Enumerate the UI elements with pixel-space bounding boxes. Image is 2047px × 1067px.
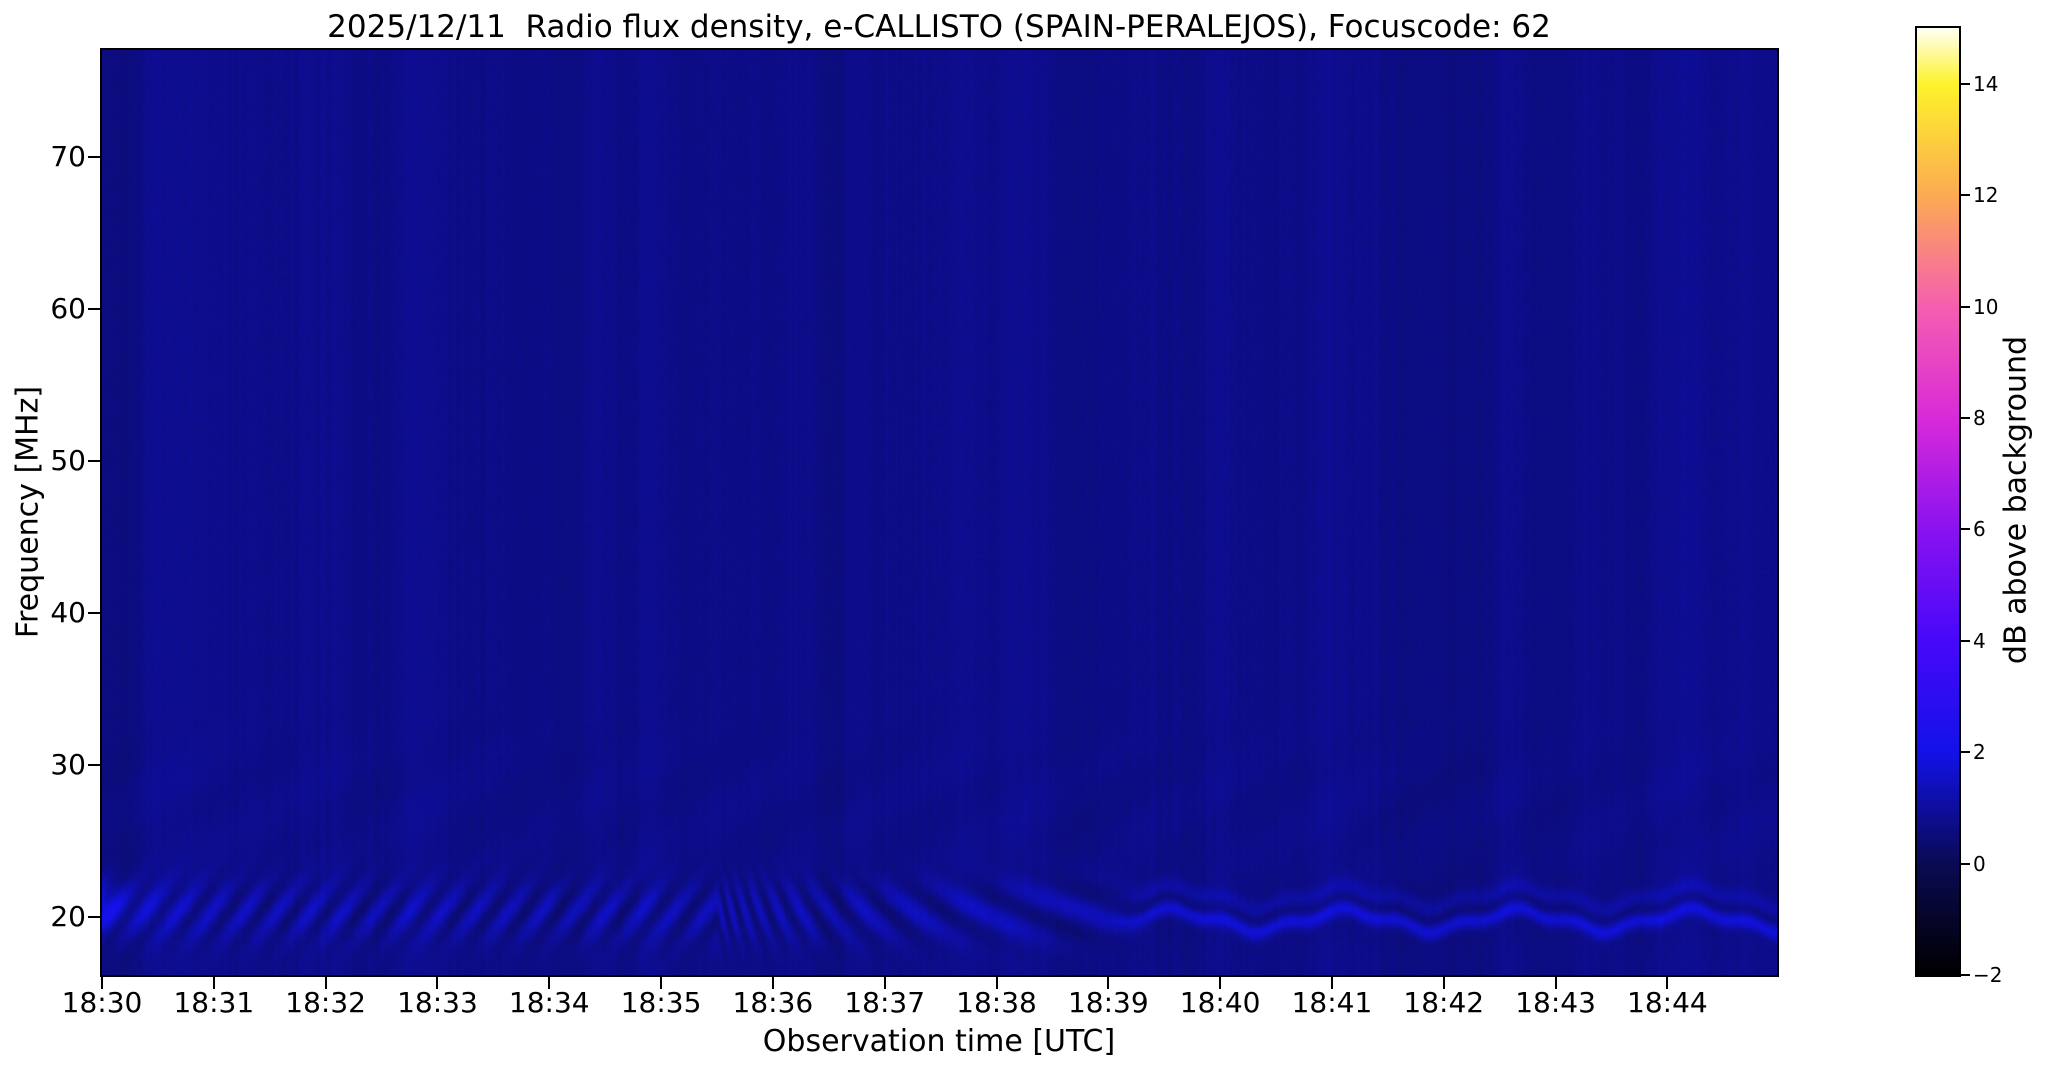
colorbar-tick-label: −2	[1973, 963, 2003, 987]
x-tick-mark	[324, 975, 327, 989]
x-tick-label: 18:40	[1179, 986, 1261, 1019]
x-tick-label: 18:39	[1067, 986, 1149, 1019]
x-tick-mark	[1330, 975, 1333, 989]
colorbar-tick-mark	[1959, 82, 1970, 85]
x-tick-label: 18:36	[732, 986, 814, 1019]
y-tick-mark	[88, 764, 102, 767]
x-tick-mark	[1442, 975, 1445, 989]
colorbar-tick-mark	[1959, 974, 1970, 976]
x-tick-label: 18:32	[285, 986, 366, 1019]
colorbar-label: dB above background	[1998, 335, 2034, 665]
colorbar-gradient	[1917, 28, 1959, 975]
x-tick-mark	[1219, 975, 1222, 989]
x-tick-mark	[101, 975, 103, 989]
colorbar-tick-label: 4	[1973, 628, 1986, 653]
x-tick-label: 18:33	[397, 986, 478, 1019]
colorbar-tick-mark	[1959, 416, 1970, 419]
y-tick-mark	[88, 156, 102, 159]
x-tick-label: 18:31	[173, 986, 255, 1019]
y-tick-mark	[88, 916, 102, 919]
y-tick-label: 20	[50, 900, 86, 934]
y-tick-mark	[88, 612, 102, 615]
y-tick-label: 40	[50, 596, 86, 630]
colorbar-tick-mark	[1959, 862, 1970, 865]
x-tick-label: 18:44	[1627, 986, 1708, 1019]
x-tick-label: 18:30	[61, 986, 143, 1019]
x-tick-label: 18:41	[1291, 986, 1373, 1019]
colorbar-tick-mark	[1959, 194, 1970, 197]
x-tick-mark	[212, 975, 215, 989]
colorbar-tick-mark	[1959, 528, 1970, 531]
x-tick-mark	[771, 975, 774, 989]
x-axis-label: Observation time [UTC]	[762, 1024, 1116, 1059]
y-tick-label: 50	[50, 444, 86, 478]
y-tick-label: 30	[50, 748, 86, 782]
colorbar-tick-label: 12	[1973, 183, 1999, 208]
colorbar-tick-label: 8	[1973, 405, 1986, 430]
x-tick-mark	[995, 975, 998, 989]
colorbar-tick-label: 2	[1973, 740, 1986, 765]
x-tick-mark	[436, 975, 439, 989]
colorbar-tick-label: 14	[1973, 71, 1999, 96]
x-tick-mark	[660, 975, 663, 989]
x-tick-mark	[548, 975, 551, 989]
y-tick-mark	[88, 308, 102, 311]
colorbar-tick-label: 10	[1973, 294, 1999, 319]
colorbar-tick-mark	[1959, 305, 1970, 308]
x-tick-mark	[1554, 975, 1557, 989]
x-tick-mark	[1107, 975, 1110, 989]
colorbar-tick-mark	[1959, 751, 1970, 754]
x-tick-label: 18:38	[956, 986, 1037, 1019]
x-tick-label: 18:43	[1515, 986, 1596, 1019]
colorbar-tick-label: 6	[1973, 517, 1986, 542]
colorbar-tick-mark	[1959, 639, 1970, 642]
x-tick-label: 18:37	[844, 986, 926, 1019]
spectrogram-heatmap	[102, 50, 1777, 975]
x-tick-label: 18:34	[508, 986, 590, 1019]
x-tick-mark	[883, 975, 886, 989]
y-tick-mark	[88, 460, 102, 463]
x-tick-mark	[1666, 975, 1669, 989]
x-tick-label: 18:35	[620, 986, 702, 1019]
chart-title: 2025/12/11 Radio flux density, e-CALLIST…	[327, 9, 1551, 45]
y-axis-label: Frequency [MHz]	[10, 385, 46, 639]
colorbar-tick-label: 0	[1973, 851, 1986, 876]
y-tick-label: 70	[50, 140, 86, 174]
y-tick-label: 60	[50, 292, 86, 326]
x-tick-label: 18:42	[1403, 986, 1485, 1019]
